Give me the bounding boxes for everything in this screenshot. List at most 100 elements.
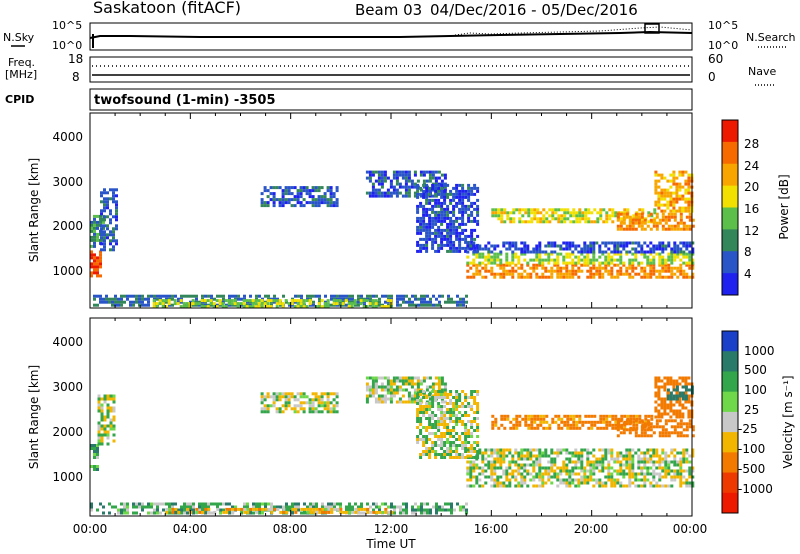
power-cell-2-117 [109,248,112,252]
power-cell-9-1514 [493,261,497,265]
power-cell-5-658 [281,198,285,202]
power-cell-3-145 [93,297,96,301]
velocity-cell-7-1527 [625,457,629,461]
velocity-cell-4-550 [302,407,306,411]
power-cell-9-1649 [661,255,665,259]
power-cell-6-901 [443,176,447,180]
velocity-cell-7-1143 [490,463,494,467]
velocity-cell-6-997 [458,453,462,456]
velocity-cell-7-1151 [493,451,497,455]
velocity-cell-10-2011 [657,379,661,383]
velocity-cell-7-1552 [631,469,635,473]
velocity-cell-7-1171 [499,448,503,452]
power-cell-11-1964 [566,211,570,215]
velocity-cell-7-1268 [532,463,536,467]
power-cell-7-977 [428,201,432,205]
velocity-cell-10-2036 [663,406,667,410]
velocity-cell-9-1914 [619,425,623,429]
velocity-cell-7-1153 [493,460,497,464]
power-cell-2-140 [115,224,118,228]
power-cell-9-1666 [679,252,683,256]
power-cell-4-540 [251,302,255,306]
velocity-cell-6-912 [443,420,447,423]
velocity-cell-8-1856 [611,423,615,427]
power-cell-8-1274 [499,266,503,270]
velocity-cell-7-1470 [604,457,608,461]
velocity-cell-2-345 [411,511,414,515]
velocity-cell-2-115 [138,505,141,509]
velocity-cell-6-1056 [473,399,477,402]
velocity-cell-7-1403 [580,460,584,464]
power-cell-10-1781 [592,241,596,245]
velocity-cell-7-1640 [664,451,668,455]
power-cell-10-1705 [502,241,506,245]
velocity-cell-7-1557 [634,472,638,476]
velocity-cell-6-870 [434,450,438,453]
power-cell-7-1012 [434,216,438,220]
power-cell-13-2166 [654,200,658,204]
velocity-cell-7-1487 [610,457,614,461]
velocity-cell-7-1678 [676,475,680,479]
velocity-cell-7-1289 [538,469,542,473]
velocity-cell-7-1395 [577,472,581,476]
velocity-cell-7-1513 [619,469,623,473]
power-cell-8-1454 [664,263,668,267]
power-cell-9-1563 [556,261,560,265]
power-cell-7-1011 [434,213,438,217]
velocity-cell-8-1757 [527,417,531,421]
power-cell-6-785 [383,170,387,174]
velocity-cell-7-1684 [679,469,683,473]
velocity-cell-2-372 [444,502,447,506]
power-cell-13-2253 [687,173,691,177]
power-cell-9-1679 [691,258,695,262]
velocity-cell-7-1348 [562,460,566,464]
velocity-cell-2-379 [450,511,453,515]
velocity-cell-7-1344 [559,472,563,476]
power-cell-6-809 [395,179,399,183]
velocity-cell-7-1362 [565,481,569,485]
velocity-cell-7-1471 [604,466,608,470]
power-cell-13-2208 [672,170,676,174]
power-cell-10-1760 [568,247,572,251]
velocity-cell-7-1460 [601,457,605,461]
velocity-cell-7-1103 [472,475,476,479]
velocity-cell-3-413 [234,507,238,511]
power-cell-10-1827 [640,250,644,254]
power-cell-3-196 [147,294,150,298]
power-cell-6-816 [398,182,402,186]
velocity-cell-8-1810 [572,417,576,421]
power-cell-9-1664 [676,252,680,256]
power-cell-13-2252 [684,209,688,213]
power-cbar-tick-8: 8 [744,245,752,259]
velocity-cell-10-2045 [666,403,670,407]
power-cell-3-425 [408,297,411,301]
velocity-cell-5-687 [401,388,405,392]
power-cell-5-670 [287,201,291,205]
power-cell-10-1801 [613,250,617,254]
power-cell-4-577 [299,305,303,309]
velocity-cell-1-50 [103,427,107,431]
velocity-cell-2-207 [243,505,246,509]
velocity-cell-6-782 [416,426,420,429]
velocity-cell-0-4 [93,447,96,450]
velocity-cell-2-128 [153,511,156,515]
power-cell-3-451 [432,303,435,307]
power-cell-8-1481 [688,263,692,267]
power-cell-9-1489 [466,261,470,265]
power-cell-3-424 [405,300,408,304]
velocity-cell-4-520 [284,395,288,399]
power-cell-8-1295 [517,272,521,276]
velocity-cell-9-1913 [619,419,623,423]
power-cell-9-1574 [571,252,575,256]
power-cell-3-281 [240,297,243,301]
power-cell-8-1397 [610,272,614,276]
power-cell-12-2124 [667,212,671,216]
power-cell-10-1824 [637,250,641,254]
velocity-cell-7-1350 [562,466,566,470]
power-cell-8-1294 [517,266,521,270]
power-cell-7-952 [422,246,426,250]
power-cell-9-1626 [631,261,635,265]
power-cell-7-1069 [443,219,447,223]
velocity-cell-7-1619 [655,466,659,470]
velocity-cell-9-1939 [643,428,647,432]
